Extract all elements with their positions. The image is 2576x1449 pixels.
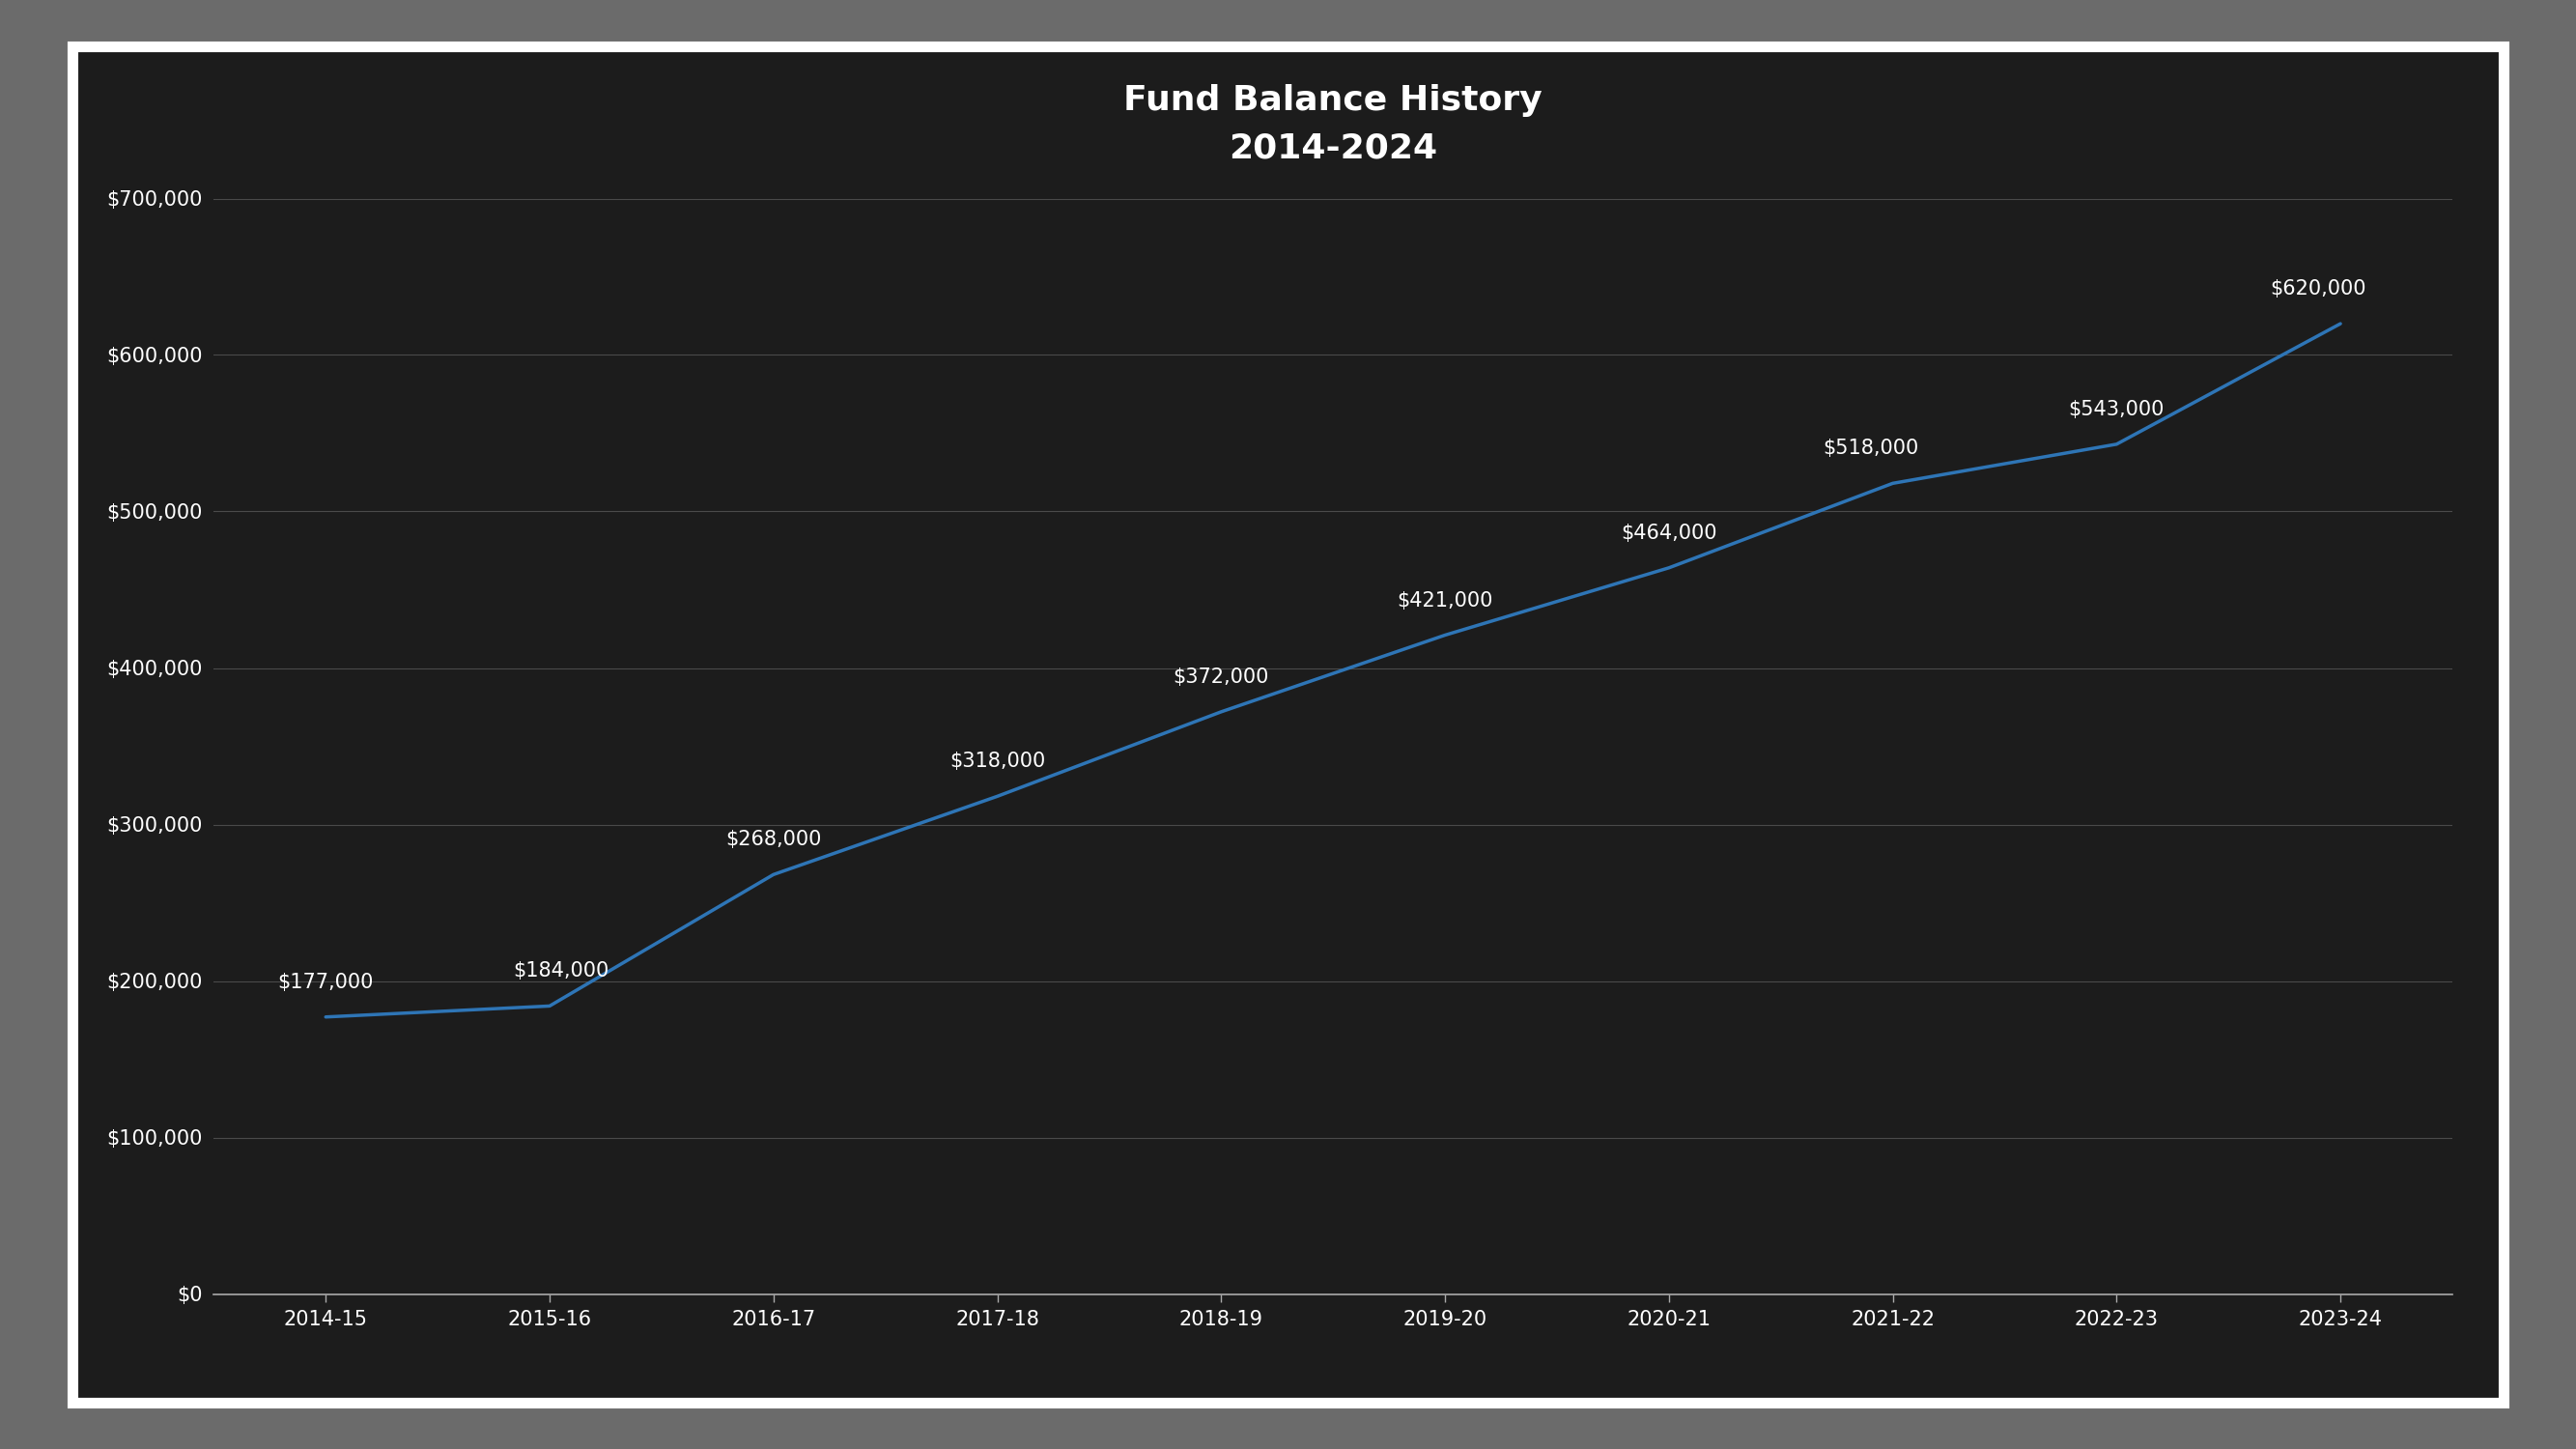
Text: $318,000: $318,000 xyxy=(951,752,1046,771)
Title: Fund Balance History
2014-2024: Fund Balance History 2014-2024 xyxy=(1123,84,1543,165)
Text: $543,000: $543,000 xyxy=(2069,400,2164,419)
Text: $184,000: $184,000 xyxy=(513,962,608,981)
Text: $177,000: $177,000 xyxy=(278,972,374,993)
Text: $464,000: $464,000 xyxy=(1620,523,1718,543)
Text: $372,000: $372,000 xyxy=(1172,668,1270,687)
Text: $518,000: $518,000 xyxy=(1821,439,1919,458)
Text: $620,000: $620,000 xyxy=(2269,280,2367,298)
Text: $421,000: $421,000 xyxy=(1396,591,1494,610)
Text: $268,000: $268,000 xyxy=(726,830,822,849)
